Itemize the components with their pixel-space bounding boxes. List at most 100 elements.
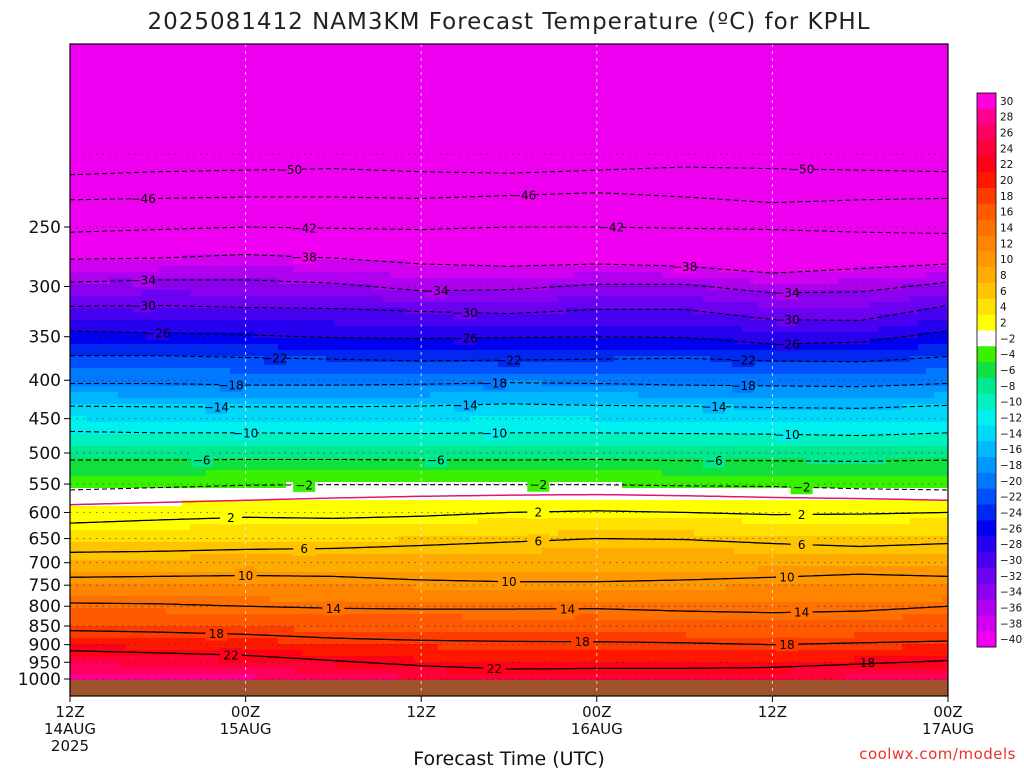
field-cell — [382, 104, 391, 111]
field-cell — [246, 284, 255, 291]
field-cell — [246, 548, 255, 555]
field-cell — [230, 104, 239, 111]
field-cell — [270, 578, 279, 585]
field-cell — [398, 674, 407, 681]
field-cell — [238, 308, 247, 315]
field-cell — [158, 314, 167, 321]
field-cell — [374, 506, 383, 513]
field-cell — [166, 200, 175, 207]
field-cell — [374, 344, 383, 351]
field-cell — [174, 338, 183, 345]
field-cell — [350, 320, 359, 327]
field-cell — [390, 206, 399, 213]
field-cell — [214, 524, 223, 531]
field-cell — [118, 596, 127, 603]
field-cell — [150, 56, 159, 63]
field-cell — [382, 236, 391, 243]
field-cell — [182, 596, 191, 603]
field-cell — [270, 410, 279, 417]
field-cell — [246, 170, 255, 177]
field-cell — [294, 398, 303, 405]
field-cell — [198, 176, 207, 183]
field-cell — [174, 224, 183, 231]
field-cell — [174, 62, 183, 69]
field-cell — [254, 110, 263, 117]
field-cell — [134, 248, 143, 255]
field-cell — [326, 248, 335, 255]
field-cell — [398, 116, 407, 123]
field-cell — [262, 164, 271, 171]
field-cell — [230, 242, 239, 249]
field-cell — [86, 608, 95, 615]
field-cell — [254, 158, 263, 165]
field-cell — [406, 380, 415, 387]
field-cell — [206, 260, 215, 267]
field-cell — [270, 344, 279, 351]
field-cell — [70, 212, 79, 219]
field-cell — [102, 542, 111, 549]
field-cell — [382, 620, 391, 627]
field-cell — [374, 266, 383, 273]
field-cell — [126, 656, 135, 663]
field-cell — [150, 662, 159, 669]
field-cell — [374, 662, 383, 669]
field-cell — [334, 314, 343, 321]
field-cell — [230, 428, 239, 435]
field-cell — [230, 506, 239, 513]
field-cell — [150, 560, 159, 567]
field-cell — [358, 674, 367, 681]
field-cell — [302, 86, 311, 93]
field-cell — [206, 374, 215, 381]
field-cell — [318, 668, 327, 675]
field-cell — [302, 392, 311, 399]
field-cell — [302, 146, 311, 153]
field-cell — [190, 638, 199, 645]
field-cell — [206, 350, 215, 357]
field-cell — [414, 638, 423, 645]
field-cell — [102, 230, 111, 237]
field-cell — [158, 98, 167, 105]
field-cell — [334, 104, 343, 111]
field-cell — [190, 374, 199, 381]
field-cell — [182, 602, 191, 609]
field-cell — [238, 602, 247, 609]
field-cell — [70, 344, 79, 351]
field-cell — [254, 104, 263, 111]
field-cell — [358, 80, 367, 87]
field-cell — [374, 638, 383, 645]
field-cell — [238, 248, 247, 255]
field-cell — [94, 398, 103, 405]
field-cell — [86, 536, 95, 543]
field-cell — [270, 488, 279, 495]
field-cell — [342, 236, 351, 243]
field-cell — [110, 344, 119, 351]
field-cell — [254, 446, 263, 453]
field-cell — [158, 434, 167, 441]
field-cell — [230, 158, 239, 165]
field-cell — [150, 656, 159, 663]
field-cell — [110, 542, 119, 549]
field-cell — [238, 254, 247, 261]
field-cell — [430, 236, 439, 243]
field-cell — [158, 668, 167, 675]
field-cell — [214, 476, 223, 483]
field-cell — [366, 476, 375, 483]
field-cell — [318, 182, 327, 189]
field-cell — [422, 122, 431, 129]
field-cell — [430, 80, 439, 87]
field-cell — [142, 488, 151, 495]
field-cell — [214, 356, 223, 363]
field-cell — [262, 554, 271, 561]
field-cell — [190, 548, 199, 555]
field-cell — [286, 638, 295, 645]
field-cell — [126, 86, 135, 93]
field-cell — [78, 290, 87, 297]
field-cell — [406, 92, 415, 99]
field-cell — [366, 182, 375, 189]
field-cell — [214, 620, 223, 627]
field-cell — [110, 80, 119, 87]
field-cell — [94, 386, 103, 393]
field-cell — [302, 122, 311, 129]
field-cell — [286, 386, 295, 393]
field-cell — [294, 134, 303, 141]
